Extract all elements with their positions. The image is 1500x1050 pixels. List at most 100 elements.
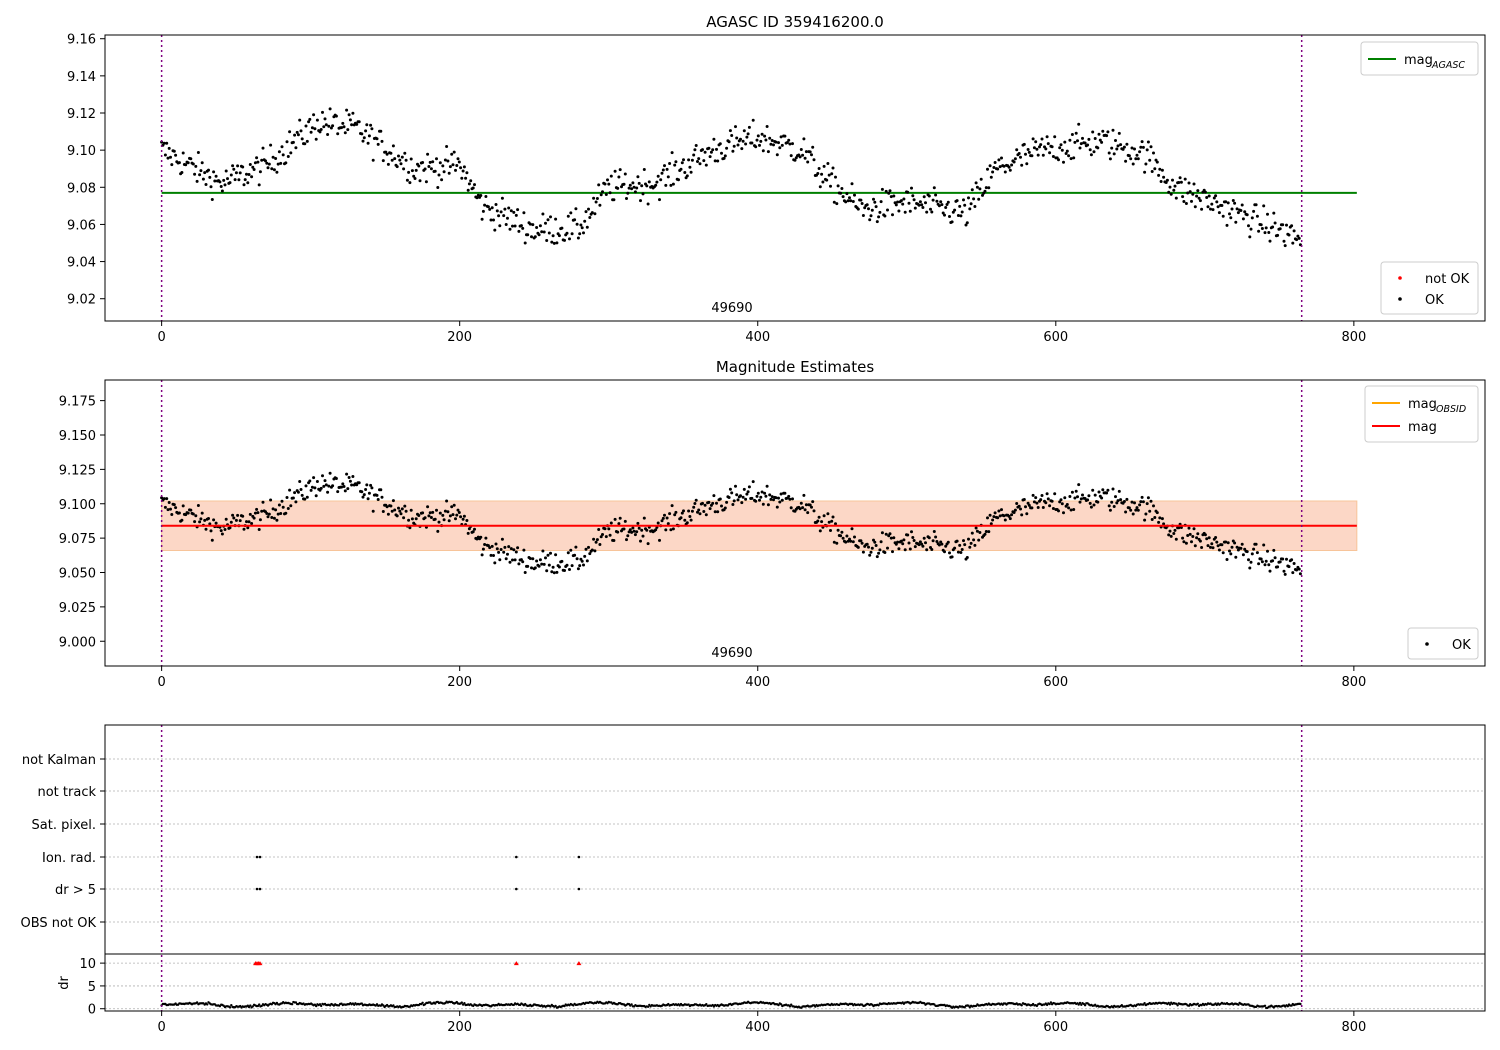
ok-point xyxy=(1111,128,1115,132)
dr-point xyxy=(1196,1002,1200,1005)
ok-point xyxy=(754,499,758,503)
ok-point xyxy=(588,216,592,219)
dr-point xyxy=(877,1004,880,1007)
ok-point xyxy=(245,172,248,176)
ok-point xyxy=(884,532,888,536)
ok-point xyxy=(701,501,704,505)
ok-point xyxy=(328,107,332,111)
ok-point xyxy=(765,125,769,128)
ok-point xyxy=(861,550,865,554)
ok-point xyxy=(747,125,751,129)
ok-point xyxy=(692,505,696,509)
ok-point xyxy=(208,522,212,526)
ok-point xyxy=(314,494,318,498)
ok-point xyxy=(1188,532,1192,536)
ok-point xyxy=(860,541,864,545)
ok-point xyxy=(1015,148,1019,152)
ok-point xyxy=(436,529,440,533)
ok-point xyxy=(1145,148,1149,152)
ok-point xyxy=(1096,500,1100,504)
ok-point xyxy=(756,134,760,138)
dr-axis-label: dr xyxy=(57,976,72,990)
ok-point xyxy=(1105,491,1109,495)
y-tick-label: 9.14 xyxy=(67,70,96,85)
ok-point xyxy=(709,150,713,154)
ok-point xyxy=(242,527,246,531)
ok-point xyxy=(1065,149,1069,153)
ok-point xyxy=(713,159,717,163)
ok-point xyxy=(1200,207,1204,211)
ok-point xyxy=(1025,162,1029,166)
ok-point xyxy=(166,508,170,512)
ok-point xyxy=(617,522,621,526)
ok-point xyxy=(162,141,166,145)
ok-point xyxy=(759,495,763,499)
ok-point xyxy=(821,180,825,184)
ok-point xyxy=(851,540,855,544)
ok-point xyxy=(1068,138,1072,142)
ok-point xyxy=(948,551,951,555)
ok-point xyxy=(1268,239,1272,243)
ok-point xyxy=(908,547,912,551)
x-tick-label: 600 xyxy=(1043,675,1068,690)
ok-point xyxy=(740,501,744,505)
ok-point xyxy=(785,141,789,144)
ok-point xyxy=(535,226,539,229)
ok-point xyxy=(912,539,916,542)
ok-point xyxy=(517,229,521,233)
ok-point xyxy=(716,159,720,163)
ok-point xyxy=(528,557,532,560)
ok-point xyxy=(896,200,900,204)
ok-point xyxy=(507,545,511,549)
ok-point xyxy=(750,496,754,500)
ok-point xyxy=(1209,545,1212,549)
ok-point xyxy=(281,153,285,157)
ok-point xyxy=(690,158,694,162)
ok-point xyxy=(323,479,327,483)
ok-point xyxy=(508,560,512,564)
ok-point xyxy=(608,533,612,537)
ok-point xyxy=(298,480,302,483)
ok-point xyxy=(398,509,402,513)
ok-point xyxy=(689,518,693,522)
ok-point xyxy=(642,516,646,520)
x-tick-label: 400 xyxy=(745,675,770,690)
ok-point xyxy=(878,548,882,552)
ok-point xyxy=(375,493,379,497)
ok-point xyxy=(674,160,678,164)
ok-point xyxy=(778,146,782,150)
ok-point xyxy=(617,175,621,179)
ok-point xyxy=(1287,233,1291,237)
ok-point xyxy=(697,508,701,512)
dr-point xyxy=(251,1005,254,1008)
dr-point xyxy=(1237,1003,1240,1006)
ok-point xyxy=(341,482,345,486)
ok-point xyxy=(590,548,594,552)
ok-point xyxy=(1131,512,1135,516)
ok-point xyxy=(362,493,366,497)
ok-point xyxy=(1153,167,1157,171)
ok-point xyxy=(760,490,764,494)
y-tick-label: 9.08 xyxy=(67,181,96,196)
ok-point xyxy=(475,196,479,200)
y-tick-label: 9.150 xyxy=(59,429,96,444)
ok-point xyxy=(1149,499,1153,503)
ok-point xyxy=(1092,503,1096,507)
obsid-label: 49690 xyxy=(711,646,752,661)
ok-point xyxy=(899,539,903,543)
ok-point xyxy=(546,553,550,557)
ok-point xyxy=(646,542,650,546)
ok-point xyxy=(193,520,197,524)
ok-point xyxy=(308,117,312,121)
ok-point xyxy=(853,535,856,539)
ok-point xyxy=(466,188,470,192)
x-tick-label: 400 xyxy=(745,1020,770,1035)
ok-point xyxy=(1041,506,1045,509)
ok-point xyxy=(1287,565,1291,569)
ok-point xyxy=(656,174,660,178)
ok-point xyxy=(799,148,803,151)
y-tick-label: 5 xyxy=(88,980,96,995)
ok-point xyxy=(480,553,484,557)
ok-point xyxy=(925,548,929,552)
ok-point xyxy=(484,536,488,540)
